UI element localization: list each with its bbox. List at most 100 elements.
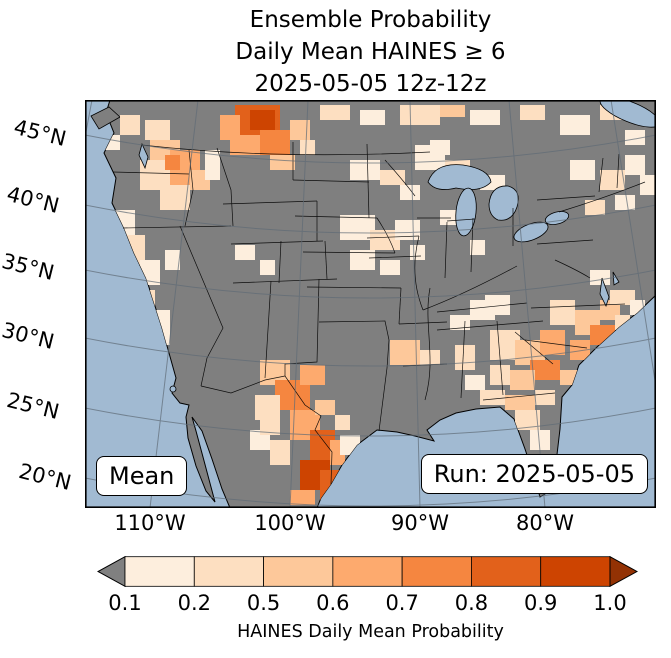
title-line1: Ensemble Probability (249, 7, 492, 33)
colorbar-tick: 0.7 (385, 591, 419, 615)
probability-cell (380, 170, 405, 185)
probability-cell (145, 120, 170, 140)
probability-cell (270, 440, 290, 465)
probability-cell (465, 375, 485, 390)
chart-title: Ensemble Probability Daily Mean HAINES ≥… (85, 4, 656, 100)
probability-cell (520, 105, 545, 120)
lake-michigan (455, 187, 477, 237)
probability-cell (205, 150, 220, 180)
sf-bay (169, 385, 177, 393)
lake-huron (488, 185, 519, 221)
probability-cell (165, 155, 180, 170)
probability-cell (590, 270, 610, 285)
probability-cell (455, 345, 475, 370)
probability-cell (320, 105, 350, 120)
colorbar-tick: 1.0 (593, 591, 627, 615)
colorbar-over-arrow (609, 556, 638, 587)
colorbar-segment (124, 556, 195, 587)
probability-cell (250, 110, 275, 130)
lake-superior (427, 164, 492, 190)
probability-cell (160, 185, 190, 210)
x-tick-label: 100°W (254, 511, 326, 535)
colorbar-tick: 0.5 (246, 591, 281, 615)
title-line2: Daily Mean HAINES ≥ 6 (235, 39, 506, 65)
probability-cell (335, 415, 350, 430)
y-tick-label: 20°N (16, 458, 74, 496)
mean-stat-box: Mean (96, 456, 188, 496)
probability-cell (510, 370, 535, 390)
probability-cell (535, 390, 555, 405)
colorbar-tick: 0.2 (177, 591, 211, 615)
mean-stat-label: Mean (109, 462, 175, 490)
probability-cell (490, 365, 510, 385)
colorbar-segment (263, 556, 334, 587)
probability-cell (260, 130, 290, 155)
probability-cell (570, 340, 590, 360)
title-line3: 2025-05-05 12z-12z (254, 71, 487, 97)
x-tick-label: 90°W (391, 511, 449, 535)
probability-cell (530, 430, 550, 450)
probability-cell (350, 250, 375, 270)
probability-cell (350, 160, 380, 180)
probability-cell (625, 155, 645, 175)
probability-cell (235, 245, 255, 260)
colorbar-label: HAINES Daily Mean Probability (237, 622, 504, 642)
probability-cell (530, 360, 560, 380)
x-tick-label: 110°W (114, 511, 186, 535)
probability-cell (440, 105, 465, 117)
probability-cell (400, 105, 440, 125)
colorbar-tick: 0.6 (316, 591, 350, 615)
probability-cell (290, 120, 310, 140)
probability-cell (300, 365, 325, 385)
colorbar-segment (401, 556, 472, 587)
colorbar-tick: 0.8 (454, 591, 489, 615)
colorbar (97, 556, 638, 587)
probability-cell (440, 210, 460, 225)
probability-cell (120, 115, 140, 135)
x-tick-label: 80°W (516, 511, 574, 535)
colorbar-segment (540, 556, 611, 587)
probability-cell (260, 260, 275, 275)
probability-cell (585, 200, 605, 215)
probability-cell (505, 395, 535, 410)
map-canvas (85, 100, 656, 508)
probability-cell (560, 115, 590, 135)
probability-cell (340, 215, 375, 240)
probability-cell (515, 410, 540, 430)
colorbar-segment (332, 556, 403, 587)
colorbar-tick: 0.9 (524, 591, 558, 615)
probability-cell (390, 340, 420, 365)
probability-cell (290, 490, 315, 505)
probability-cell (550, 300, 575, 325)
probability-cell (370, 230, 400, 250)
run-date-box: Run: 2025-05-05 (420, 454, 648, 494)
probability-cell (470, 110, 500, 125)
probability-cell (315, 400, 335, 415)
y-tick-label: 25°N (4, 387, 62, 425)
probability-cell (625, 130, 645, 145)
colorbar-under-arrow (97, 556, 126, 587)
probability-cell (165, 250, 180, 270)
y-tick-label: 45°N (11, 114, 69, 152)
probability-cell (380, 260, 400, 275)
state-borders (112, 142, 646, 485)
probability-cell (270, 155, 295, 170)
probability-cell (615, 195, 635, 210)
colorbar-segment (193, 556, 264, 587)
probability-cell (300, 140, 315, 155)
probability-cell (600, 170, 625, 190)
probability-cell (410, 245, 425, 260)
probability-cell (610, 290, 635, 305)
probability-cell (470, 240, 485, 255)
chesapeake-bay (599, 277, 610, 308)
colorbar-tick: 0.1 (108, 591, 142, 615)
probability-cell (400, 185, 420, 200)
map-frame (85, 100, 656, 508)
lakes (138, 100, 656, 393)
puget-sound (138, 142, 149, 170)
y-tick-label: 30°N (0, 317, 57, 355)
probability-cell (260, 415, 280, 435)
probability-cell (640, 175, 655, 195)
colorbar-segment (471, 556, 542, 587)
